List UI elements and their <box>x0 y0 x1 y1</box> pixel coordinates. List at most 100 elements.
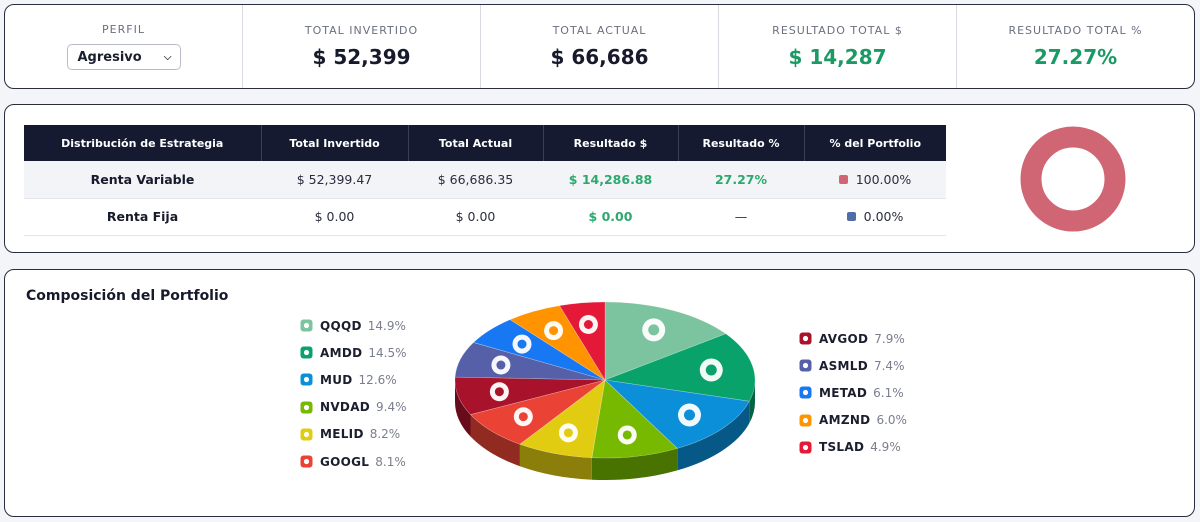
strategy-card: Distribución de Estrategia Total Inverti… <box>4 104 1195 253</box>
composition-card: Composición del Portfolio QQQD 14.9% AMDD 1… <box>4 269 1195 517</box>
current-cell: $ 66,686.35 <box>408 161 543 199</box>
pie-logo-qqqd-icon <box>642 318 666 342</box>
legend-item-googl[interactable]: GOOGL 8.1% <box>300 448 407 475</box>
portfolio-pct-cell: 0.00% <box>804 198 946 236</box>
legend-item-amdd[interactable]: AMDD 14.5% <box>300 339 407 366</box>
column-header[interactable]: Total Actual <box>408 125 544 161</box>
pie-slice-metad[interactable] <box>472 319 606 381</box>
google-icon <box>300 455 313 468</box>
pie-side-melid <box>519 444 592 480</box>
column-header[interactable]: Distribución de Estrategia <box>24 125 262 161</box>
pie-logo-mud-icon <box>677 403 701 427</box>
result-cell: $ 0.00 <box>543 198 678 236</box>
pie-logo-tslad-icon <box>578 315 598 335</box>
pie-side-amdd <box>749 380 755 424</box>
legend-item-avgod[interactable]: AVGOD 7.9% <box>799 325 907 352</box>
result-pct-cell: 27.27% <box>678 161 804 199</box>
column-header[interactable]: Total Invertido <box>261 125 409 161</box>
pie-side-nvdad <box>591 448 678 480</box>
total-invested-kpi: TOTAL INVERTIDO $ 52,399 <box>243 5 481 88</box>
nvidia-icon <box>300 401 313 414</box>
result-pct-value: 27.27% <box>1033 45 1118 69</box>
portfolio-pct-cell: 100.00% <box>804 161 946 199</box>
legend-percent: 8.1% <box>375 454 406 469</box>
profile-select-value: Agresivo <box>77 49 142 65</box>
legend-percent: 9.4% <box>376 400 407 415</box>
pie-slice-mud[interactable] <box>604 379 750 449</box>
invested-cell: $ 52,399.47 <box>261 161 408 199</box>
pie-logo-asmld-icon <box>491 355 511 375</box>
legend-item-metad[interactable]: METAD 6.1% <box>799 379 907 406</box>
pie-slice-qqqd[interactable] <box>604 301 727 381</box>
strategy-name: Renta Variable <box>24 161 261 199</box>
legend-ticker: QQQD <box>320 318 362 333</box>
legend-ticker: AMDD <box>320 345 363 360</box>
pie-slice-nvdad[interactable] <box>591 379 678 459</box>
legend-item-melid[interactable]: MELID 8.2% <box>300 421 407 448</box>
pie-logo-amdd-icon <box>699 358 723 382</box>
legend-item-nvdad[interactable]: NVDAD 9.4% <box>300 394 407 421</box>
legend-percent: 6.0% <box>876 413 907 428</box>
legend-ticker: NVDAD <box>320 400 371 415</box>
strategy-name: Renta Fija <box>24 198 261 236</box>
portfolio-pct-value: 0.00% <box>863 209 904 224</box>
profile-select[interactable]: Agresivo ⌵ <box>66 44 181 70</box>
legend-item-tslad[interactable]: TSLAD 4.9% <box>799 434 907 461</box>
table-row: Renta Variable $ 52,399.47 $ 66,686.35 $… <box>24 161 946 199</box>
column-header[interactable]: Resultado $ <box>543 125 679 161</box>
pie-slice-googl[interactable] <box>469 379 606 445</box>
composition-title: Composición del Portfolio <box>26 288 229 304</box>
donut-ring[interactable] <box>1020 126 1126 232</box>
legend-right: AVGOD 7.9% ASMLD 7.4% METAD 6.1% AMZND 6.0% TSLA… <box>799 325 907 461</box>
column-header[interactable]: Resultado % <box>678 125 805 161</box>
total-current-label: TOTAL ACTUAL <box>552 24 647 37</box>
meta-icon <box>799 386 812 399</box>
result-abs-label: RESULTADO TOTAL $ <box>772 24 903 37</box>
pie-logo-amznd-icon <box>544 321 564 341</box>
legend-ticker: ASMLD <box>819 358 868 373</box>
legend-item-mud[interactable]: MUD 12.6% <box>300 366 407 393</box>
result-abs-value: $ 14,287 <box>788 45 887 69</box>
legend-item-qqqd[interactable]: QQQD 14.9% <box>300 312 407 339</box>
result-abs-kpi: RESULTADO TOTAL $ $ 14,287 <box>719 5 957 88</box>
micron-icon <box>300 373 313 386</box>
pie-slice-amznd[interactable] <box>509 305 606 381</box>
color-swatch <box>846 212 856 221</box>
portfolio-pie-chart <box>454 301 756 480</box>
pie-side-avgod <box>455 380 471 437</box>
strategy-header-row: Distribución de Estrategia Total Inverti… <box>24 125 946 161</box>
legend-percent: 6.1% <box>873 385 904 400</box>
invesco-icon <box>300 319 313 332</box>
legend-left: QQQD 14.9% AMDD 14.5% MUD 12.6% NVDAD 9.4% MELID… <box>300 312 407 475</box>
portfolio-pct-value: 100.00% <box>855 171 912 187</box>
strategy-donut-chart <box>1020 126 1126 232</box>
pie-side-googl <box>470 414 520 467</box>
result-pct-kpi: RESULTADO TOTAL % 27.27% <box>957 5 1194 88</box>
table-row: Renta Fija $ 0.00 $ 0.00 $ 0.00 — 0.00% <box>24 198 946 236</box>
result-cell: $ 14,286.88 <box>543 161 678 199</box>
pie-slice-melid[interactable] <box>519 379 606 459</box>
current-cell: $ 0.00 <box>408 198 543 236</box>
legend-ticker: GOOGL <box>320 454 370 469</box>
mercadolibre-icon <box>300 428 313 441</box>
pie-logo-avgod-icon <box>489 382 509 402</box>
column-header[interactable]: % del Portfolio <box>804 125 946 161</box>
legend-percent: 14.9% <box>367 318 406 333</box>
legend-ticker: METAD <box>819 385 868 400</box>
invested-cell: $ 0.00 <box>261 198 408 236</box>
pie-slice-amdd[interactable] <box>603 333 756 402</box>
asml-icon <box>799 359 812 372</box>
legend-ticker: AMZND <box>819 413 871 428</box>
legend-ticker: TSLAD <box>819 440 865 455</box>
pie-slice-asmld[interactable] <box>454 342 606 381</box>
legend-item-asmld[interactable]: ASMLD 7.4% <box>799 352 907 379</box>
pie-logo-googl-icon <box>513 407 533 427</box>
amazon-icon <box>799 414 812 427</box>
pie-side-walls <box>455 380 755 480</box>
legend-item-amznd[interactable]: AMZND 6.0% <box>799 407 907 434</box>
summary-card: PERFIL Agresivo ⌵ TOTAL INVERTIDO $ 52,3… <box>4 4 1195 89</box>
total-invested-value: $ 52,399 <box>312 45 411 69</box>
legend-ticker: AVGOD <box>819 331 869 346</box>
pie-logo-nvdad-icon <box>617 425 637 445</box>
color-swatch <box>838 174 848 184</box>
